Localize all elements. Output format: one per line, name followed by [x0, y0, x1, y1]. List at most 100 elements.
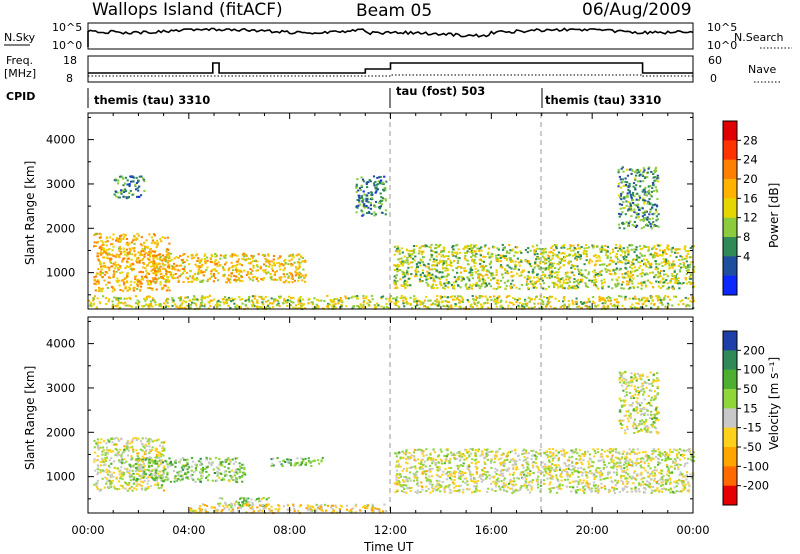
- power-cell: [133, 235, 136, 238]
- power-cell: [143, 253, 146, 256]
- power-cell: [217, 279, 220, 282]
- power-cell: [247, 298, 250, 301]
- power-cell: [256, 299, 259, 302]
- power-cell: [650, 263, 653, 266]
- power-cell: [412, 251, 415, 254]
- power-cell: [129, 265, 132, 268]
- power-cell: [451, 253, 454, 256]
- power-cell: [597, 304, 600, 307]
- power-cell: [437, 304, 440, 307]
- power-cell: [666, 282, 669, 285]
- power-cell: [148, 255, 152, 258]
- power-cell: [218, 304, 221, 307]
- power-cell: [499, 265, 502, 268]
- velocity-cell: [113, 460, 116, 463]
- velocity-cell: [137, 464, 140, 466]
- power-cell: [291, 277, 294, 280]
- power-cell: [593, 275, 596, 278]
- power-cell: [639, 173, 642, 176]
- power-cell: [375, 186, 378, 189]
- power-cell: [516, 299, 519, 301]
- power-cell: [497, 285, 500, 288]
- velocity-cell: [268, 507, 271, 510]
- power-cell: [198, 261, 201, 264]
- power-cell: [619, 194, 622, 197]
- beam-label: Beam 05: [356, 1, 432, 21]
- power-cell: [206, 259, 209, 262]
- power-cell: [574, 300, 577, 303]
- velocity-cell: [335, 506, 338, 509]
- power-cell: [628, 275, 631, 278]
- power-cell: [400, 257, 403, 260]
- power-cell: [178, 264, 181, 267]
- power-cell: [570, 266, 573, 269]
- power-cell: [621, 191, 624, 194]
- power-cell: [122, 233, 125, 236]
- velocity-cell: [220, 478, 223, 481]
- power-cell: [450, 284, 453, 286]
- power-cell: [508, 244, 511, 246]
- velocity-cell: [157, 464, 161, 467]
- power-cell: [267, 254, 270, 257]
- power-cell: [150, 304, 153, 307]
- power-cell: [626, 249, 629, 252]
- power-cell: [393, 269, 396, 271]
- velocity-cell: [138, 469, 141, 471]
- power-cell: [328, 303, 331, 306]
- velocity-cell: [227, 458, 230, 461]
- power-cell: [647, 167, 650, 170]
- power-cell: [425, 295, 428, 298]
- power-cell: [208, 277, 211, 280]
- power-cell: [231, 254, 234, 257]
- power-cell: [677, 277, 680, 280]
- power-cell: [232, 269, 235, 272]
- power-cell: [675, 278, 678, 280]
- power-cell: [687, 297, 690, 300]
- power-cell: [635, 174, 638, 177]
- velocity-cell: [181, 476, 184, 479]
- velocity-cell: [115, 453, 118, 456]
- power-cell: [180, 264, 183, 267]
- power-cell: [94, 289, 97, 292]
- power-cell: [527, 287, 530, 290]
- power-cell: [365, 183, 368, 185]
- power-cell: [426, 270, 429, 273]
- power-cell: [409, 302, 412, 305]
- power-cell: [578, 247, 581, 250]
- power-cell: [615, 301, 618, 304]
- power-cell: [624, 250, 627, 253]
- power-cell: [111, 304, 114, 307]
- power-cell: [438, 259, 442, 262]
- power-cell: [485, 284, 488, 287]
- power-cell: [521, 304, 524, 307]
- power-cell: [212, 273, 215, 275]
- power-cell: [398, 264, 401, 267]
- power-cell: [435, 259, 438, 262]
- power-cell: [160, 240, 163, 243]
- power-cell: [659, 275, 662, 278]
- power-cell: [638, 207, 641, 210]
- power-cell: [497, 282, 500, 285]
- power-cell: [510, 287, 513, 290]
- velocity-cell: [99, 441, 102, 444]
- power-cell: [289, 273, 292, 276]
- power-cell: [456, 262, 459, 264]
- power-cell: [133, 250, 136, 253]
- velocity-cell: [161, 450, 164, 452]
- power-cell: [685, 255, 688, 258]
- power-cell: [470, 266, 473, 269]
- power-cell: [283, 299, 286, 302]
- power-cell: [204, 303, 207, 306]
- power-cell: [395, 250, 398, 252]
- velocity-cell: [192, 460, 195, 463]
- velocity-cell: [340, 505, 344, 508]
- power-cell: [591, 244, 594, 247]
- power-cell: [393, 264, 396, 267]
- power-cell: [627, 208, 630, 211]
- power-cell: [451, 269, 454, 272]
- power-cell: [98, 260, 102, 263]
- power-cell: [583, 275, 587, 278]
- power-cell: [636, 257, 639, 260]
- power-cell: [621, 181, 624, 183]
